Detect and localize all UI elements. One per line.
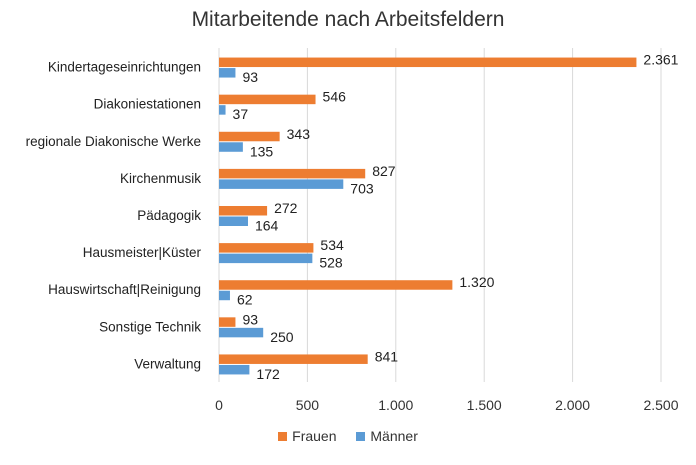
data-label: 546 (323, 89, 347, 105)
bar-frauen (219, 280, 453, 290)
legend-label-maenner: Männer (370, 428, 418, 444)
category-label: Hauswirtschaft|Reinigung (48, 282, 201, 297)
bar-maenner (219, 364, 250, 375)
x-tick-label: 0 (215, 397, 223, 413)
legend: Frauen Männer (0, 428, 696, 444)
data-label: 37 (233, 106, 249, 122)
x-tick-label: 2.500 (643, 397, 678, 413)
legend-swatch-frauen (278, 432, 288, 441)
bar-maenner (219, 142, 243, 152)
bar-maenner (219, 290, 230, 301)
legend-swatch-maenner (356, 432, 366, 441)
category-label: Hausmeister|Küster (83, 245, 202, 260)
category-label: Diakoniestationen (94, 97, 201, 112)
bar-frauen (219, 243, 314, 253)
data-label: 703 (350, 180, 374, 196)
bar-maenner (219, 327, 264, 338)
x-tick-label: 1.000 (378, 397, 413, 413)
data-label: 343 (287, 126, 311, 142)
data-label: 528 (319, 255, 343, 271)
category-label: Verwaltung (134, 356, 201, 371)
category-label: Sonstige Technik (99, 319, 201, 334)
data-label: 841 (375, 348, 399, 364)
legend-item-maenner: Männer (356, 428, 418, 444)
bar-maenner (219, 216, 248, 226)
data-label: 2.361 (643, 52, 678, 68)
bar-frauen (219, 94, 316, 105)
bar-frauen (219, 168, 366, 179)
bar-maenner (219, 179, 344, 189)
bar-frauen (219, 131, 280, 142)
data-label: 250 (270, 329, 294, 345)
x-tick-label: 1.500 (467, 397, 502, 413)
data-label: 1.320 (459, 274, 494, 290)
chart-title: Mitarbeitende nach Arbeitsfeldern (191, 8, 505, 31)
bar-frauen (219, 206, 268, 216)
bar-maenner (219, 105, 226, 115)
data-label: 93 (242, 311, 258, 327)
bar-frauen (219, 57, 637, 68)
data-label: 93 (242, 69, 258, 85)
category-label: Kirchenmusik (120, 171, 201, 186)
data-label: 272 (274, 200, 298, 216)
data-label: 172 (256, 366, 280, 382)
x-tick-label: 2.000 (555, 397, 590, 413)
legend-label-frauen: Frauen (292, 428, 337, 444)
data-label: 164 (255, 218, 279, 234)
category-label: Kindertageseinrichtungen (48, 60, 201, 75)
legend-item-frauen: Frauen (278, 428, 337, 444)
data-label: 534 (320, 237, 344, 253)
x-tick-label: 500 (296, 397, 320, 413)
data-label: 135 (250, 143, 274, 159)
bar-maenner (219, 68, 236, 78)
data-label: 827 (372, 163, 396, 179)
bar-frauen (219, 317, 236, 327)
category-label: Pädagogik (137, 208, 201, 223)
data-label: 62 (237, 292, 253, 308)
bar-frauen (219, 354, 368, 364)
category-label: regionale Diakonische Werke (26, 134, 201, 149)
bar-maenner (219, 253, 313, 264)
